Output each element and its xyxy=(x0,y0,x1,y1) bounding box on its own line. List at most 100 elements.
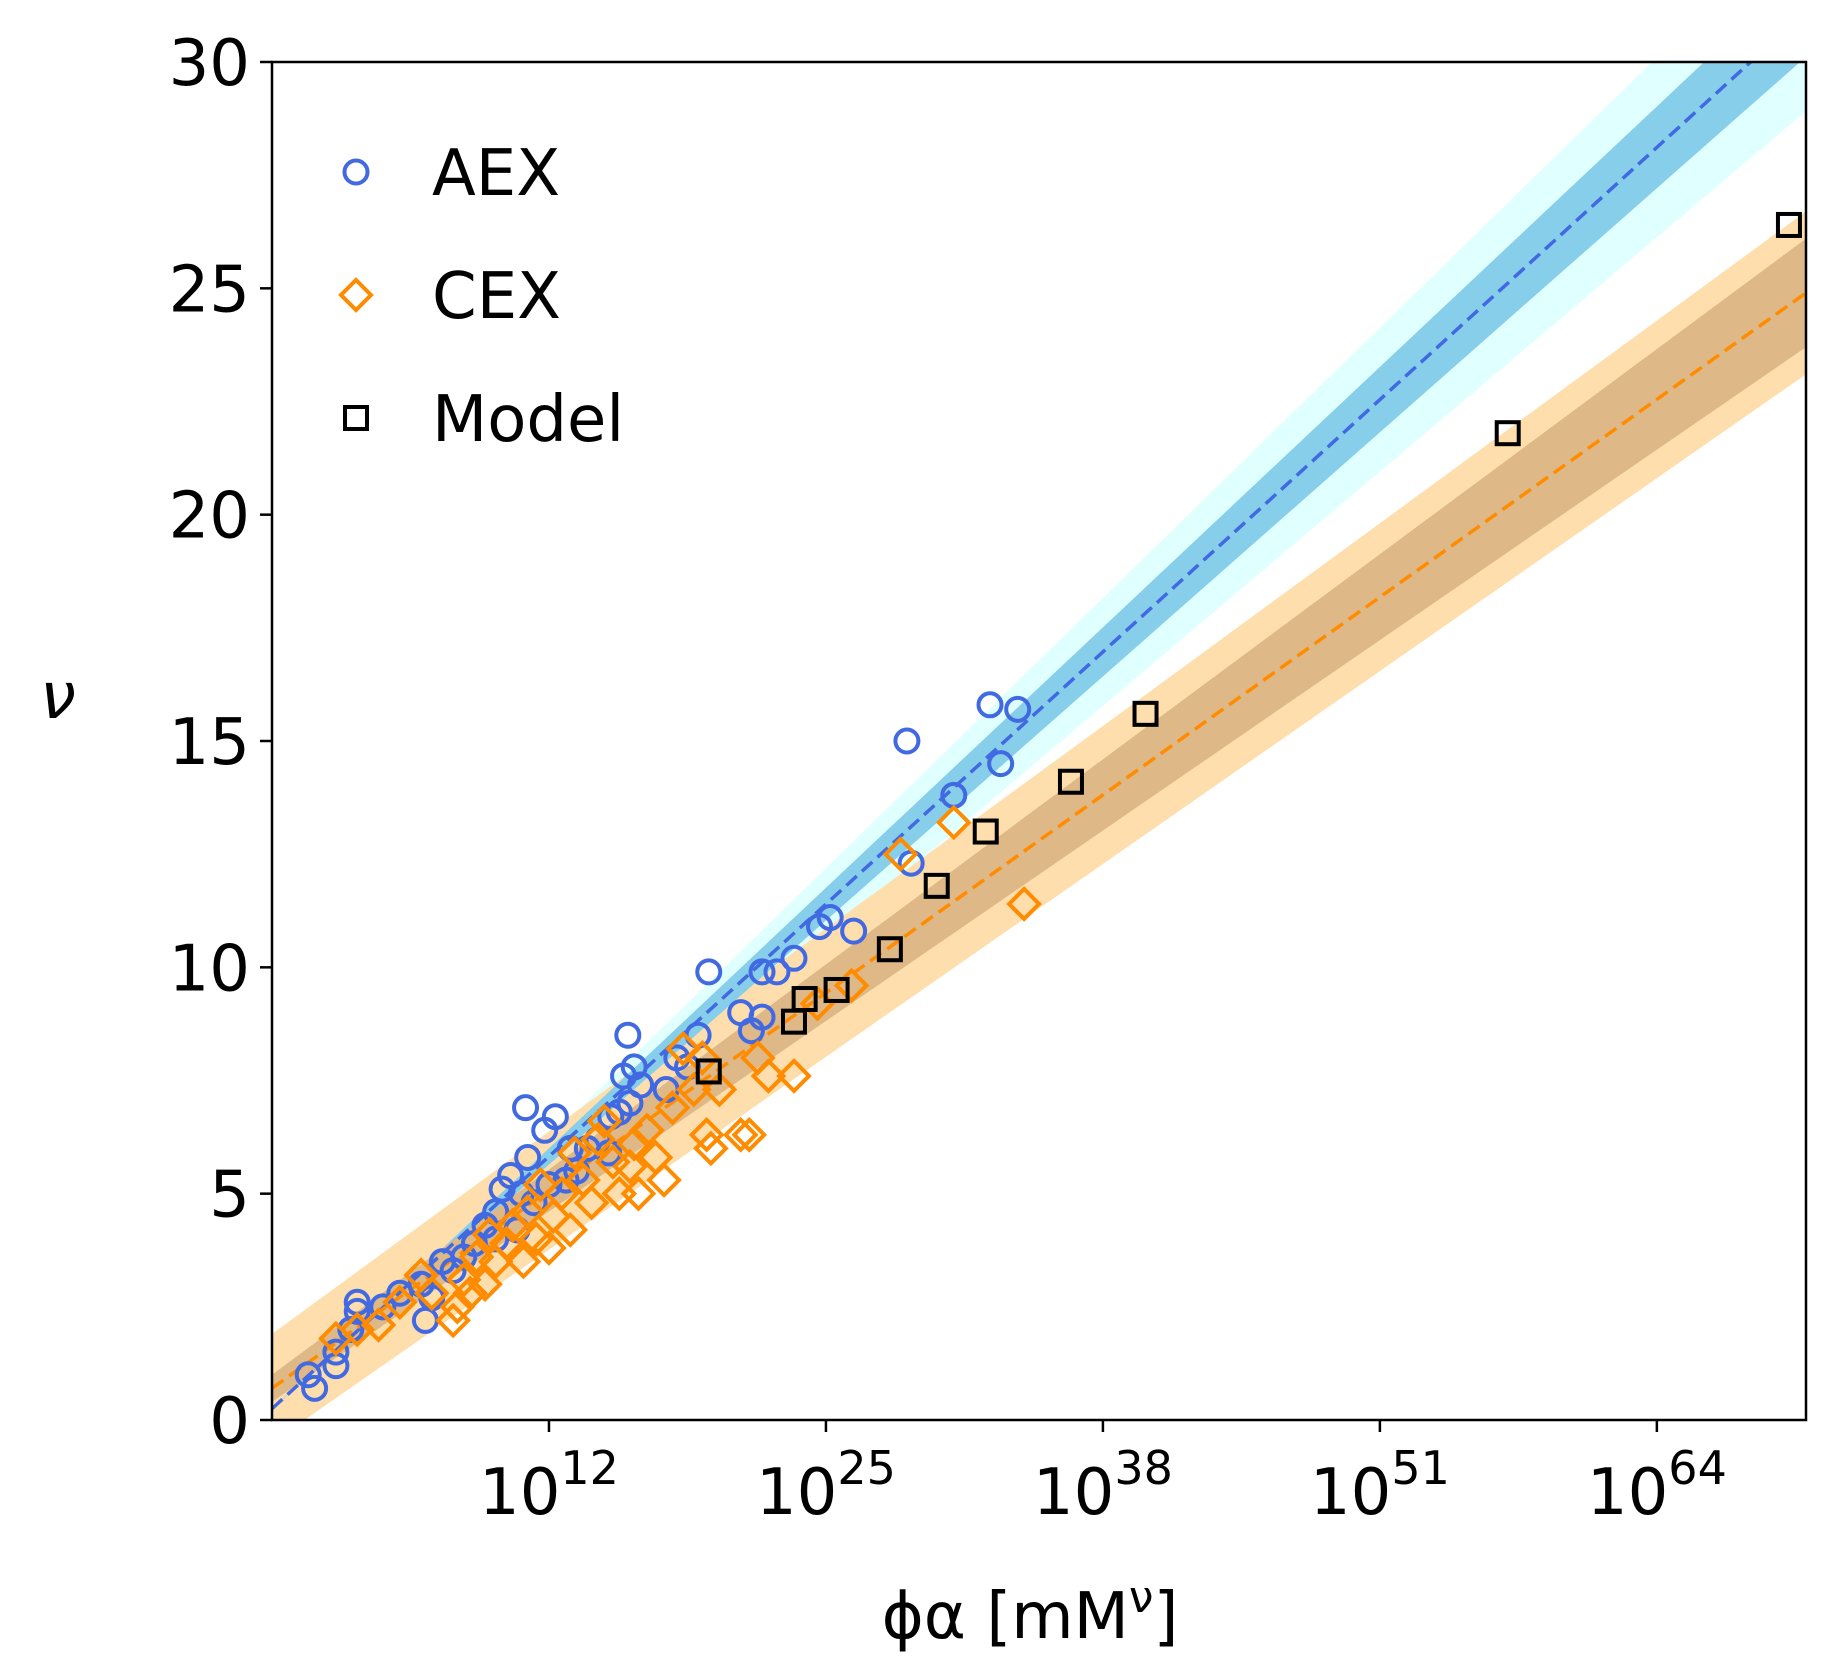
cex-point xyxy=(688,1116,725,1153)
cex-series xyxy=(318,804,1042,1357)
model-point xyxy=(1057,768,1084,795)
aex-point xyxy=(840,917,868,945)
aex-point xyxy=(695,958,723,986)
model-series xyxy=(695,211,1802,1085)
cex-point xyxy=(701,1071,738,1108)
legend-item-aex: AEX xyxy=(342,137,560,211)
legend-marker-model xyxy=(343,405,369,431)
y-tick-label: 15 xyxy=(169,706,250,780)
x-tick-label: 1012 xyxy=(479,1441,619,1530)
cex-point xyxy=(339,1311,376,1348)
aex-band-inner xyxy=(272,62,1801,1409)
cex-point xyxy=(693,1130,729,1167)
model-point xyxy=(791,986,818,1013)
model-point xyxy=(695,1058,722,1085)
model-point xyxy=(972,818,999,845)
data-markers xyxy=(294,211,1802,1402)
cex-point xyxy=(413,1275,450,1312)
cex-point xyxy=(458,1239,495,1275)
cex-point xyxy=(776,1058,812,1094)
cex-point xyxy=(552,1212,589,1248)
cex-point xyxy=(556,1135,593,1171)
x-tick-label: 1025 xyxy=(756,1441,896,1530)
aex-point xyxy=(322,1338,350,1366)
cex-point xyxy=(439,1289,476,1325)
y-tick-label: 5 xyxy=(209,1159,250,1233)
y-axis: 0 5 10 15 20 25 30 xyxy=(169,27,272,1459)
model-point xyxy=(1775,211,1802,238)
fit-lines xyxy=(272,62,1806,1410)
x-axis-label-close: ] xyxy=(1153,1580,1178,1654)
aex-point xyxy=(614,1021,642,1049)
cex-band-inner xyxy=(272,238,1806,1402)
x-axis-label-main: ϕα [mM xyxy=(882,1580,1129,1654)
y-tick-label: 0 xyxy=(209,1385,250,1459)
aex-point xyxy=(816,904,844,932)
aex-point xyxy=(294,1361,322,1389)
x-tick-label: 1064 xyxy=(1587,1441,1727,1530)
aex-point xyxy=(301,1374,329,1402)
legend: AEX CEX Model xyxy=(338,137,624,457)
legend-item-cex: CEX xyxy=(338,260,561,334)
y-axis-label: ν xyxy=(40,660,76,734)
cex-point xyxy=(1006,886,1042,922)
cex-point xyxy=(522,1166,559,1203)
legend-label-cex: CEX xyxy=(432,260,561,334)
cex-point xyxy=(935,804,972,841)
cex-point xyxy=(654,1089,691,1126)
aex-fit-line xyxy=(272,62,1754,1410)
cex-point xyxy=(882,836,919,872)
legend-marker-cex xyxy=(338,277,374,313)
cex-point xyxy=(629,1112,665,1149)
aex-point xyxy=(780,944,808,972)
aex-point xyxy=(627,1071,655,1099)
cex-point xyxy=(452,1275,488,1312)
model-point xyxy=(1132,700,1159,727)
cex-point xyxy=(445,1261,482,1298)
legend-item-model: Model xyxy=(343,383,624,457)
aex-point xyxy=(763,958,791,986)
cex-point xyxy=(731,1116,768,1153)
y-tick-label: 10 xyxy=(169,932,250,1006)
aex-point xyxy=(369,1293,397,1321)
cex-point xyxy=(573,1184,610,1221)
cex-point xyxy=(535,1198,572,1235)
aex-point xyxy=(512,1094,540,1122)
cex-point xyxy=(509,1193,546,1230)
x-tick-label: 1038 xyxy=(1033,1441,1173,1530)
legend-label-aex: AEX xyxy=(432,137,560,211)
y-tick-label: 20 xyxy=(169,480,250,554)
confidence-bands xyxy=(272,62,1806,1420)
aex-point xyxy=(1004,695,1032,723)
cex-point xyxy=(360,1307,397,1343)
aex-point xyxy=(748,1003,776,1031)
cex-point xyxy=(505,1243,542,1280)
legend-marker-aex xyxy=(342,158,370,186)
cex-point xyxy=(722,1116,759,1153)
aex-point xyxy=(620,1053,648,1081)
x-axis: 1012 1025 1038 1051 1064 xyxy=(479,1420,1727,1530)
cex-point xyxy=(531,1230,567,1266)
cex-point xyxy=(467,1266,503,1303)
legend-label-model: Model xyxy=(432,383,624,457)
model-point xyxy=(876,936,903,963)
model-point xyxy=(923,872,950,899)
x-axis-label-sup: ν xyxy=(1129,1572,1154,1623)
model-point xyxy=(823,976,850,1003)
cex-point xyxy=(616,1126,653,1162)
cex-point xyxy=(382,1284,418,1321)
x-tick-label: 1051 xyxy=(1310,1441,1450,1530)
aex-point xyxy=(488,1175,516,1203)
aex-point xyxy=(976,691,1004,719)
aex-point xyxy=(541,1103,569,1131)
model-point xyxy=(1494,420,1521,447)
aex-point xyxy=(987,750,1015,778)
cex-point xyxy=(612,1148,648,1185)
aex-point xyxy=(893,727,921,755)
y-tick-label: 30 xyxy=(169,27,250,101)
cex-point xyxy=(646,1162,682,1198)
cex-point xyxy=(586,1103,623,1140)
cex-point xyxy=(684,1040,721,1076)
cex-point xyxy=(543,1175,580,1212)
